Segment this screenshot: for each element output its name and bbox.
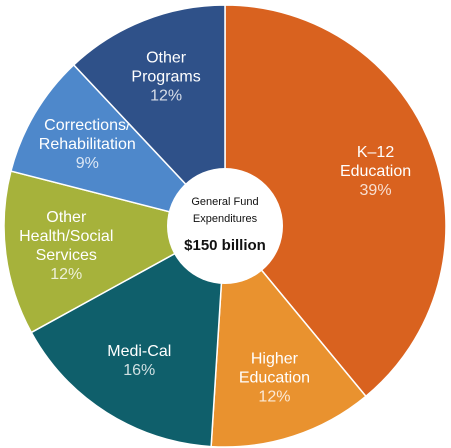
- slice-value: 12%: [150, 87, 182, 104]
- center-title: General Fund: [191, 196, 258, 208]
- slice-label: Higher: [251, 350, 299, 367]
- pie-slice: [10, 63, 228, 228]
- slice-label: Rehabilitation: [39, 136, 136, 153]
- slice-value: 12%: [258, 388, 290, 405]
- slice-label: Education: [340, 163, 411, 180]
- slice-label: Education: [239, 369, 310, 386]
- slice-label: Other: [146, 49, 187, 66]
- pie-slice: [3, 170, 228, 334]
- center-title: Expenditures: [193, 213, 258, 225]
- pie-slice: [72, 4, 226, 228]
- slice-value: 39%: [360, 182, 392, 199]
- pie-slice: [210, 224, 367, 448]
- slice-value: 16%: [123, 362, 155, 379]
- slice-label: Medi-Cal: [107, 343, 171, 360]
- slice-label: Other: [46, 209, 87, 226]
- center-circle: [167, 168, 283, 284]
- slice-label: Health/Social: [19, 228, 113, 245]
- slice-label: Services: [36, 247, 97, 264]
- pie-slice: [224, 4, 447, 398]
- slice-label: K–12: [357, 144, 394, 161]
- pie-slice: [30, 224, 226, 448]
- slice-label: Programs: [131, 68, 200, 85]
- slice-label: Corrections/: [44, 117, 131, 134]
- slice-value: 9%: [76, 155, 99, 172]
- center-value: $150 billion: [184, 237, 266, 254]
- slice-value: 12%: [50, 266, 82, 283]
